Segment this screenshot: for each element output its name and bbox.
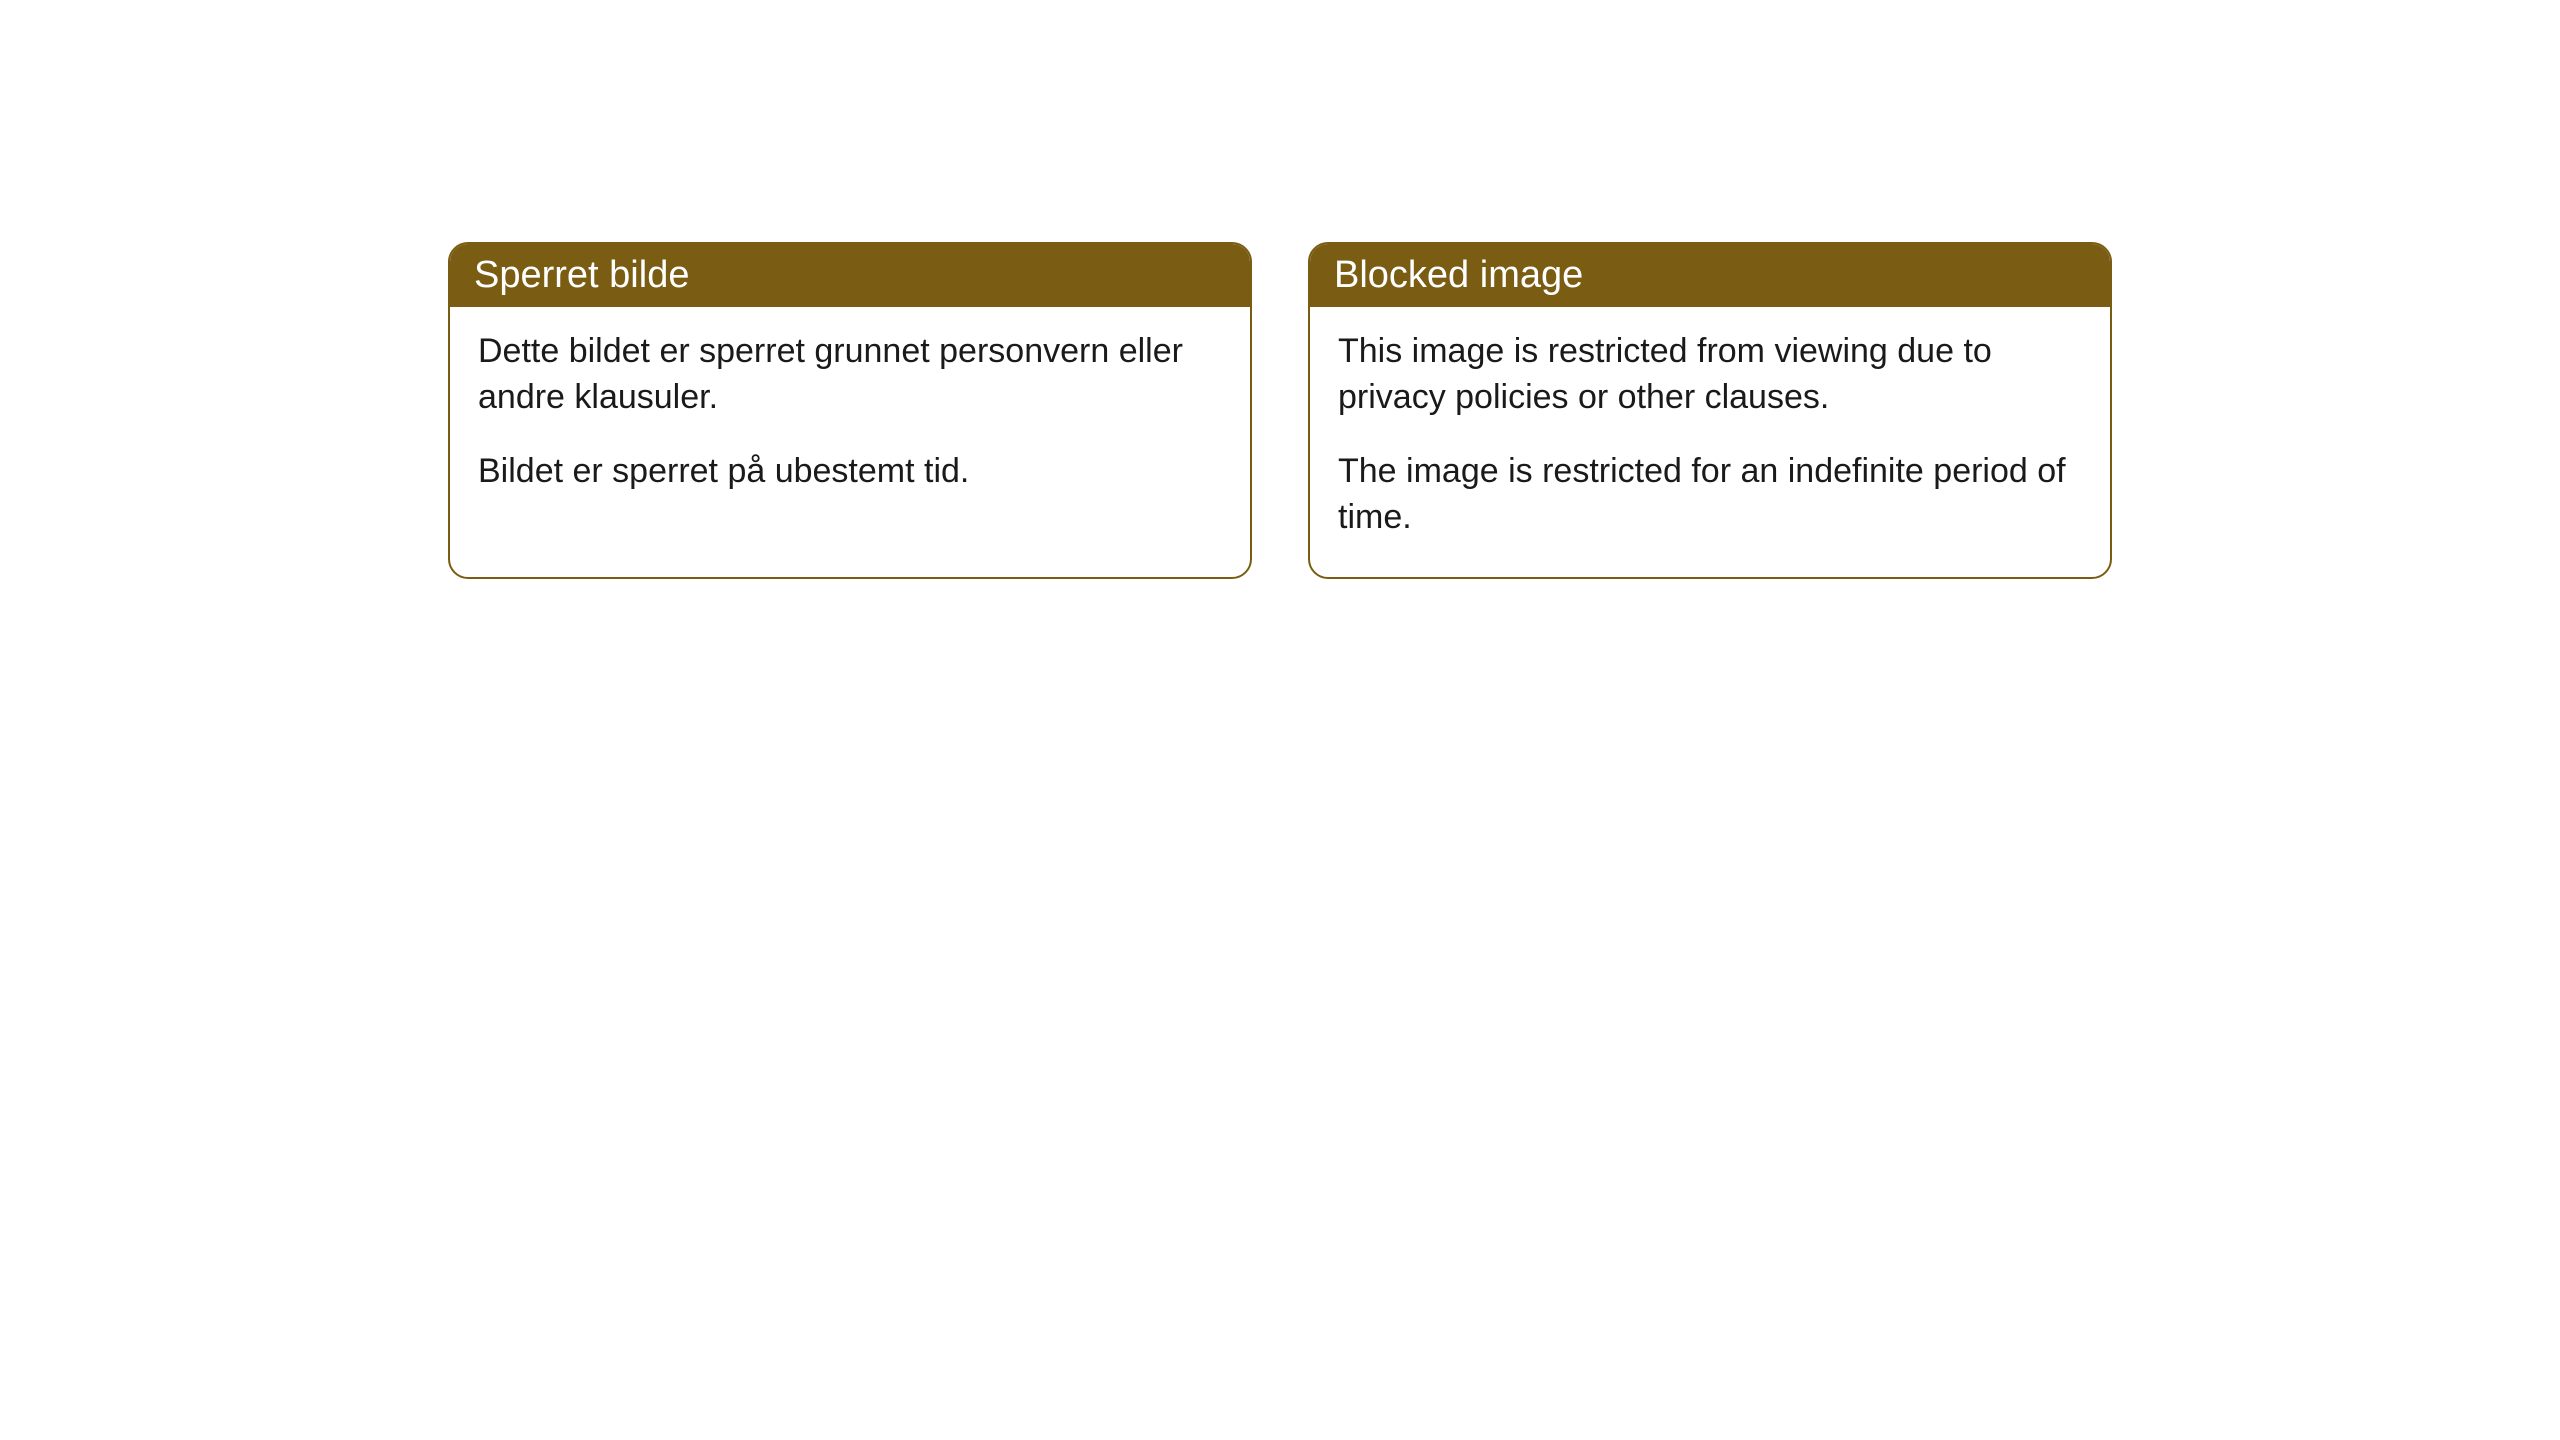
card-paragraph-1: This image is restricted from viewing du…: [1338, 329, 2082, 421]
card-paragraph-2: The image is restricted for an indefinit…: [1338, 449, 2082, 541]
card-header: Sperret bilde: [450, 244, 1250, 307]
card-title: Blocked image: [1334, 254, 1583, 296]
card-container: Sperret bilde Dette bildet er sperret gr…: [448, 242, 2112, 579]
blocked-image-card-no: Sperret bilde Dette bildet er sperret gr…: [448, 242, 1252, 579]
blocked-image-card-en: Blocked image This image is restricted f…: [1308, 242, 2112, 579]
card-body: This image is restricted from viewing du…: [1310, 307, 2110, 577]
card-title: Sperret bilde: [474, 254, 689, 296]
card-header: Blocked image: [1310, 244, 2110, 307]
card-paragraph-2: Bildet er sperret på ubestemt tid.: [478, 449, 1222, 495]
card-body: Dette bildet er sperret grunnet personve…: [450, 307, 1250, 531]
card-paragraph-1: Dette bildet er sperret grunnet personve…: [478, 329, 1222, 421]
